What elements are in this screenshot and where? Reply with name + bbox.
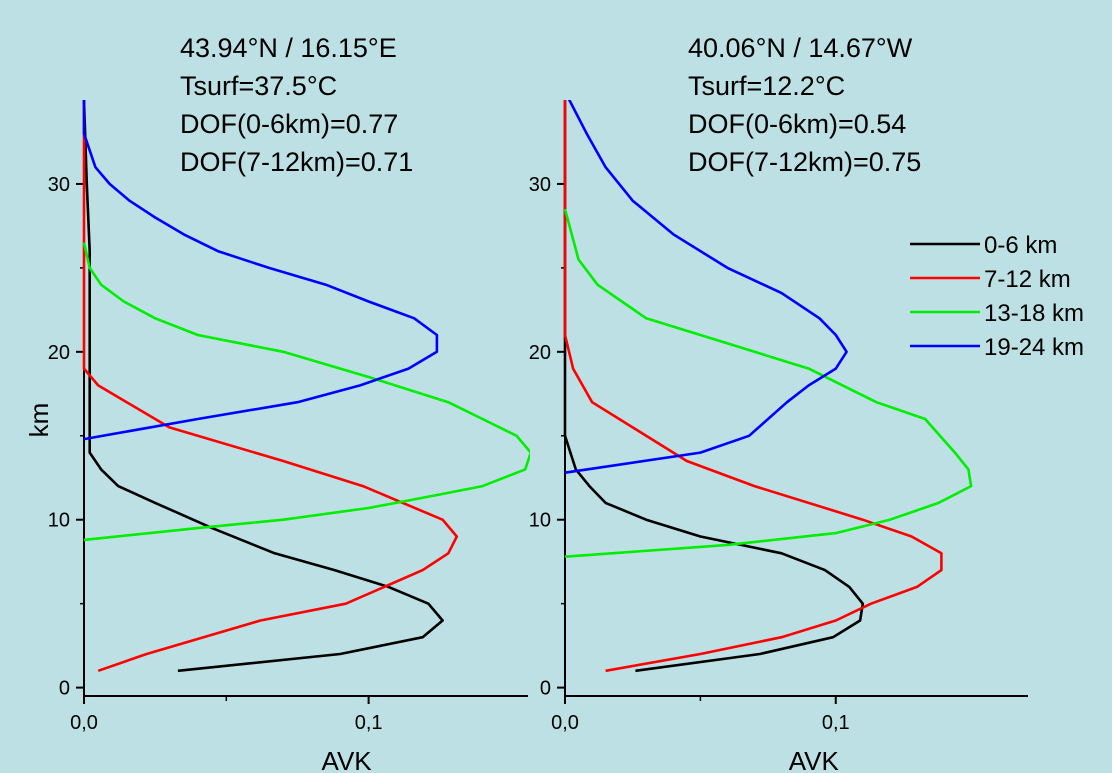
annotation-line: DOF(0-6km)=0.77: [180, 109, 398, 139]
series-line-0-6km: [82, 100, 444, 673]
series-line-13-18km: [82, 242, 530, 542]
series-group: [82, 100, 530, 673]
annotation-line: Tsurf=12.2°C: [688, 71, 845, 101]
annotation-line: DOF(7-12km)=0.71: [180, 147, 413, 177]
y-tick-label: 10: [48, 510, 70, 532]
y-axis-title: km: [24, 403, 54, 438]
y-tick-label: 30: [48, 174, 70, 196]
x-tick-label: 0,0: [70, 712, 98, 734]
x-tick-label: 0,1: [355, 712, 383, 734]
left-panel: 0 10 20 30 0,0 0,1 AVK km 43.94°N / 16.15°E Tsurf…: [24, 33, 530, 773]
y-tick-label: 0: [540, 678, 551, 700]
series-line-7-12km: [563, 100, 943, 673]
x-tick-label: 0,1: [822, 712, 850, 734]
x-axis-title: AVK: [322, 746, 373, 773]
annotation-line: Tsurf=37.5°C: [180, 71, 337, 101]
x-tick-label: 0,0: [551, 712, 579, 734]
series-line-19-24km: [564, 100, 848, 474]
series-group: [563, 100, 973, 673]
series-line-13-18km: [563, 208, 973, 558]
series-line-0-6km: [563, 100, 865, 673]
legend-label: 0-6 km: [984, 232, 1057, 259]
annotation-line: 40.06°N / 14.67°W: [688, 33, 913, 63]
legend: 0-6 km 7-12 km 13-18 km 19-24 km: [910, 232, 1084, 361]
annotation-line: 43.94°N / 16.15°E: [180, 33, 397, 63]
right-panel: 0 10 20 30 0,0 0,1 AVK 40.06°N / 14.67°W Tsurf=1…: [529, 33, 1028, 773]
legend-label: 13-18 km: [984, 300, 1084, 327]
series-line-19-24km: [82, 100, 439, 441]
y-tick-label: 10: [529, 510, 551, 532]
x-axis-title: AVK: [789, 746, 840, 773]
y-tick-label: 20: [529, 342, 551, 364]
legend-label: 19-24 km: [984, 334, 1084, 361]
annotation-line: DOF(7-12km)=0.75: [688, 147, 921, 177]
legend-label: 7-12 km: [984, 266, 1071, 293]
y-tick-label: 30: [529, 174, 551, 196]
series-line-7-12km: [82, 100, 459, 673]
y-tick-label: 20: [48, 342, 70, 364]
y-tick-label: 0: [59, 678, 70, 700]
annotation-line: DOF(0-6km)=0.54: [688, 109, 906, 139]
